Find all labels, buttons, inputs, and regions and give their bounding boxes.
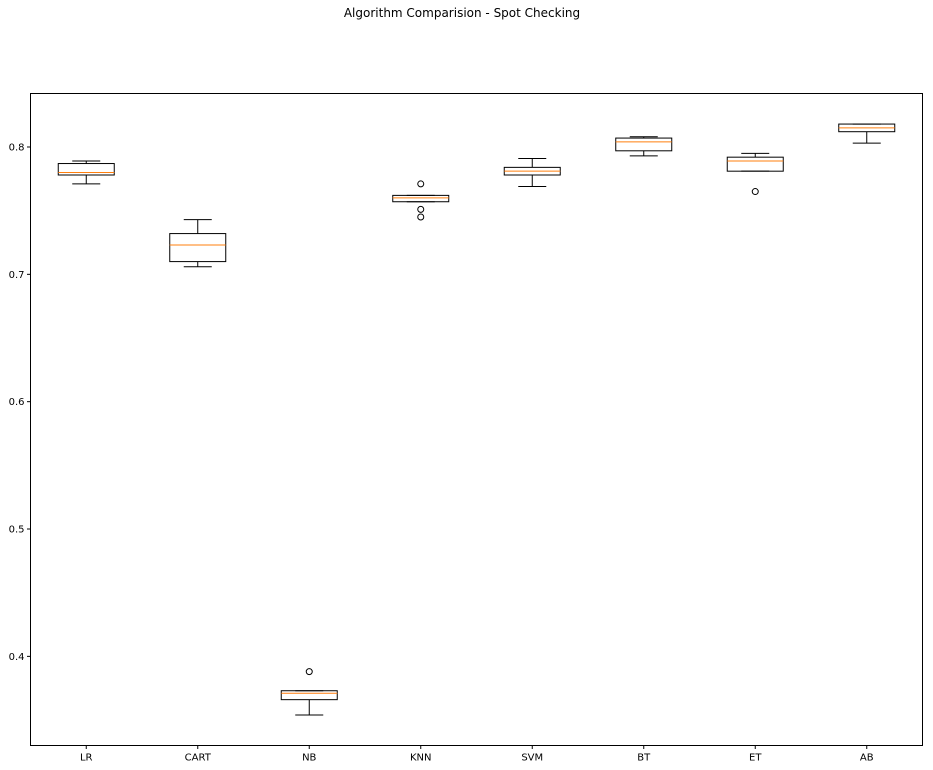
box-iqr <box>726 156 784 172</box>
y-tick-label: 0.8 <box>9 142 25 153</box>
y-tick-label: 0.6 <box>9 397 25 408</box>
chart-title: Algorithm Comparision - Spot Checking <box>344 6 580 20</box>
box-iqr <box>615 137 673 152</box>
outlier-point <box>417 205 425 213</box>
outlier-point <box>417 213 425 221</box>
x-tick-label: ET <box>749 753 762 764</box>
x-tick-label: BT <box>637 753 651 764</box>
y-tick-label: 0.4 <box>9 652 25 663</box>
y-tick-label: 0.7 <box>9 270 25 281</box>
x-tick-label: NB <box>302 753 316 764</box>
outlier-point <box>417 180 425 188</box>
x-tick-label: LR <box>80 753 93 764</box>
box-iqr <box>280 690 338 701</box>
outlier-point <box>305 668 313 676</box>
y-tick-label: 0.5 <box>9 525 25 536</box>
x-tick-label: CART <box>185 753 212 764</box>
plot-area: 0.4 0.5 0.6 0.7 0.8 LR CART NB KNN SVM BT ET AB <box>9 123 896 764</box>
box-iqr <box>169 233 227 263</box>
x-tick-label: KNN <box>410 753 432 764</box>
x-tick-label: AB <box>860 753 874 764</box>
box-iqr <box>392 194 450 203</box>
box-iqr <box>57 163 115 176</box>
outlier-point <box>751 188 759 196</box>
x-tick-label: SVM <box>521 753 543 764</box>
axes-frame <box>30 93 923 746</box>
